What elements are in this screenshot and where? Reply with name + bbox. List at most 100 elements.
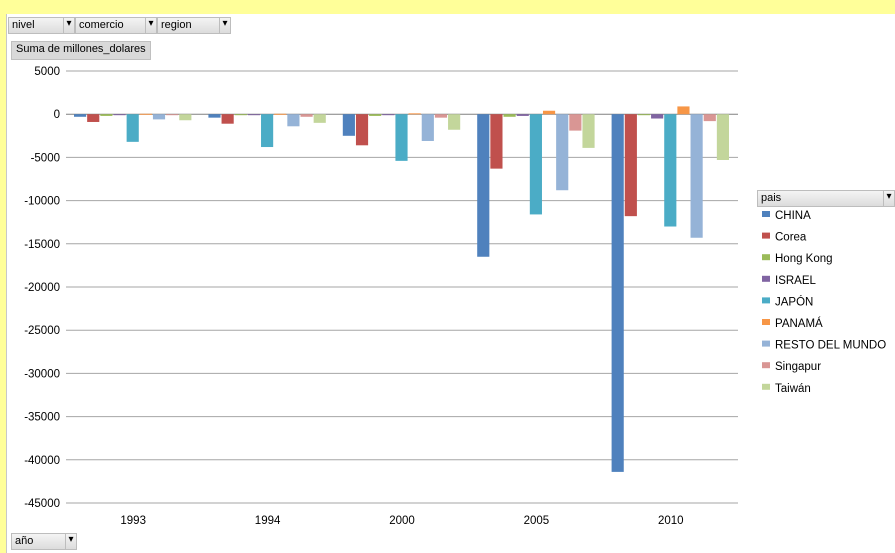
y-tick-label: -15000 bbox=[24, 239, 60, 251]
bar-resto-del-mundo-1993 bbox=[152, 114, 166, 120]
bar-taiwán-2000 bbox=[448, 114, 461, 130]
bar-corea-2005 bbox=[490, 114, 503, 169]
y-tick-label: -25000 bbox=[24, 325, 60, 337]
legend-swatch bbox=[762, 362, 770, 369]
legend-swatch bbox=[762, 383, 770, 390]
legend-swatch bbox=[762, 319, 770, 325]
bar-resto-del-mundo-1994 bbox=[287, 114, 300, 127]
bar-japón-2000 bbox=[395, 114, 408, 161]
legend-swatch bbox=[762, 254, 770, 261]
legend-swatch bbox=[762, 211, 770, 217]
bar-hong-kong-1993 bbox=[100, 114, 113, 116]
y-tick-label: -5000 bbox=[31, 152, 60, 164]
bar-singapur-1993 bbox=[166, 114, 179, 116]
y-tick-label: 0 bbox=[54, 109, 60, 121]
x-tick-label: 1994 bbox=[255, 515, 281, 527]
x-tick-label: 2000 bbox=[389, 515, 415, 527]
filter-nivel-label: nivel bbox=[12, 19, 35, 31]
filter-comercio-label: comercio bbox=[79, 19, 124, 31]
y-tick-label: -35000 bbox=[24, 412, 60, 424]
bar-china-2005 bbox=[477, 114, 490, 257]
y-tick-label: -10000 bbox=[24, 196, 60, 208]
bar-taiwán-2005 bbox=[582, 114, 595, 148]
bar-china-2000 bbox=[342, 114, 355, 136]
bar-israel-1993 bbox=[113, 114, 126, 116]
bars bbox=[74, 106, 729, 472]
legend: CHINA Corea Hong Kong ISRAEL JAPÓN PANAMÁ REST… bbox=[762, 210, 886, 395]
y-tick-label: -20000 bbox=[24, 282, 60, 294]
legend-swatch bbox=[762, 232, 770, 239]
x-tick-label: 1993 bbox=[120, 515, 146, 527]
dropdown-arrow-icon[interactable]: ▾ bbox=[145, 18, 156, 33]
bar-corea-1993 bbox=[87, 114, 100, 122]
dropdown-arrow-icon[interactable]: ▾ bbox=[883, 191, 894, 206]
legend-entry-label: Singapur bbox=[775, 361, 821, 373]
bar-singapur-1994 bbox=[300, 114, 313, 117]
y-tick-label: 5000 bbox=[34, 66, 60, 78]
bar-corea-2000 bbox=[355, 114, 369, 146]
x-axis-tick-labels: 1993 1994 2000 2005 2010 bbox=[120, 515, 683, 527]
bar-israel-1994 bbox=[247, 114, 261, 116]
value-field-label[interactable]: Suma de millones_dolares bbox=[11, 41, 151, 60]
bar-israel-2005 bbox=[516, 114, 529, 116]
bar-hong-kong-2005 bbox=[503, 114, 516, 117]
bar-taiwán-2010 bbox=[716, 114, 729, 160]
filter-comercio-button[interactable]: comercio ▾ bbox=[75, 17, 157, 34]
bar-china-1994 bbox=[208, 114, 221, 118]
legend-swatch bbox=[762, 275, 770, 282]
bar-panamá-1993 bbox=[139, 113, 152, 115]
bar-corea-1994 bbox=[221, 114, 234, 124]
bar-japón-1993 bbox=[126, 114, 139, 142]
legend-entry-label: RESTO DEL MUNDO bbox=[775, 340, 886, 352]
filter-region-button[interactable]: region ▾ bbox=[157, 17, 231, 34]
y-tick-label: -30000 bbox=[24, 368, 60, 380]
x-tick-label: 2010 bbox=[658, 515, 684, 527]
bar-singapur-2005 bbox=[569, 114, 582, 131]
legend-swatch bbox=[762, 340, 770, 347]
y-axis-tick-labels: -45000 -40000 -35000 -30000 -25000 -20000 -150… bbox=[24, 66, 60, 510]
bar-panamá-1994 bbox=[274, 113, 287, 115]
bar-japón-1994 bbox=[261, 114, 274, 148]
bar-japón-2005 bbox=[529, 114, 542, 215]
bar-israel-2000 bbox=[382, 114, 395, 116]
bar-resto-del-mundo-2000 bbox=[421, 114, 434, 141]
chart-area bbox=[6, 14, 895, 553]
bar-corea-2010 bbox=[624, 114, 637, 217]
bar-taiwán-1994 bbox=[313, 114, 326, 123]
legend-entry-label: CHINA bbox=[775, 210, 811, 222]
legend-entry-label: JAPÓN bbox=[775, 295, 813, 308]
filter-anio-label: año bbox=[15, 535, 34, 547]
bar-hong-kong-1994 bbox=[234, 114, 247, 116]
filter-region-label: region bbox=[161, 19, 192, 31]
bar-hong-kong-2010 bbox=[637, 114, 651, 116]
dropdown-arrow-icon[interactable]: ▾ bbox=[219, 18, 230, 33]
bar-resto-del-mundo-2010 bbox=[690, 114, 703, 238]
legend-swatch bbox=[762, 297, 770, 304]
bar-japón-2010 bbox=[664, 114, 677, 227]
dropdown-arrow-icon[interactable]: ▾ bbox=[63, 18, 74, 33]
legend-entry-label: Hong Kong bbox=[775, 253, 833, 265]
bar-panamá-2010 bbox=[677, 106, 690, 115]
bar-israel-2010 bbox=[651, 114, 664, 119]
legend-entry-label: ISRAEL bbox=[775, 275, 817, 287]
bar-panamá-2005 bbox=[542, 110, 556, 115]
bar-china-2010 bbox=[611, 114, 624, 472]
y-tick-label: -45000 bbox=[24, 498, 60, 510]
y-tick-label: -40000 bbox=[24, 455, 60, 467]
bar-taiwán-1993 bbox=[179, 114, 192, 121]
bar-hong-kong-2000 bbox=[369, 114, 382, 116]
bar-singapur-2010 bbox=[703, 114, 716, 122]
bar-panamá-2000 bbox=[408, 113, 421, 115]
bar-resto-del-mundo-2005 bbox=[556, 114, 569, 191]
bar-china-1993 bbox=[74, 114, 87, 117]
dropdown-arrow-icon[interactable]: ▾ bbox=[65, 534, 76, 549]
filter-pais-label: pais bbox=[761, 192, 782, 204]
filter-anio-button[interactable]: año ▾ bbox=[11, 533, 77, 550]
legend-entry-label: Taiwán bbox=[775, 383, 811, 395]
legend-entry-label: Corea bbox=[775, 232, 807, 244]
legend-entry-label: PANAMÁ bbox=[775, 317, 823, 330]
x-tick-label: 2005 bbox=[524, 515, 550, 527]
bar-singapur-2000 bbox=[434, 114, 448, 118]
filter-nivel-button[interactable]: nivel ▾ bbox=[8, 17, 75, 34]
